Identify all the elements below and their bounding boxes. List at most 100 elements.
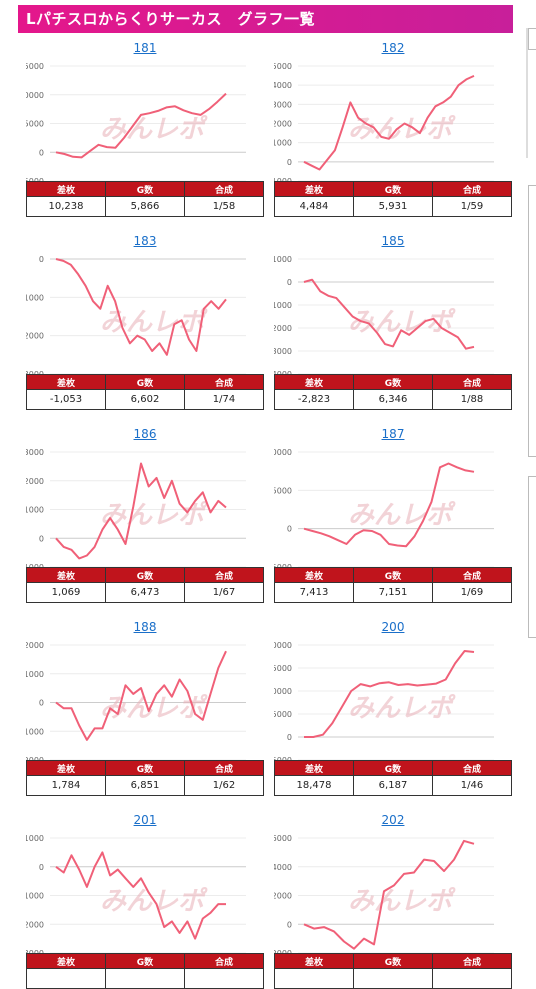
machine-number-link[interactable]: 185 [381,234,405,248]
series-line [303,74,475,171]
y-tick-label: 5000 [26,120,44,129]
machine-stats-table: 差枚 G数 合成 7,413 7,151 1/69 [274,567,512,603]
series-line [55,851,226,940]
table-header: 差枚 [274,567,354,583]
table-header: 合成 [432,567,512,583]
series-line [55,92,227,159]
table-header: 差枚 [274,760,354,776]
machine-number-link[interactable]: 201 [133,813,157,827]
watermark-logo: みんレポ [100,501,208,531]
y-tick-label: 1000 [26,506,44,515]
sidebar-box [528,185,536,457]
table-header: 差枚 [26,181,106,197]
table-row: 7,413 7,151 1/69 [274,582,512,603]
table-header-row: 差枚 G数 合成 [274,760,512,776]
table-row: -2,823 6,346 1/88 [274,389,512,410]
combined-prob-value: 1/74 [184,389,264,410]
game-count-value [353,968,433,989]
table-header-row: 差枚 G数 合成 [274,567,512,583]
series-line [303,462,475,548]
table-header: 合成 [184,374,264,390]
diff-coins-value: 18,478 [274,775,354,796]
table-header-row: 差枚 G数 合成 [274,374,512,390]
series-line [303,839,475,950]
machine-number-link[interactable]: 200 [381,620,405,634]
machine-stats-table: 差枚 G数 合成 [274,953,512,989]
y-tick-label: -1000 [26,727,44,736]
watermark-logo: みんレポ [348,887,456,917]
machine-graph: 150001000050000-5000みんレポ [26,62,246,186]
diff-coins-value: 1,069 [26,582,106,603]
game-count-value [105,968,185,989]
game-count-value: 5,866 [105,196,185,217]
series-line [55,258,227,356]
y-tick-label: 2000 [274,120,292,129]
game-count-value: 6,346 [353,389,433,410]
table-header: 差枚 [26,374,106,390]
y-tick-label: 0 [287,278,292,287]
y-tick-label: 1000 [26,670,44,679]
y-tick-label: 5000 [274,486,292,495]
table-header-row: 差枚 G数 合成 [26,567,264,583]
machine-number-link[interactable]: 187 [381,427,405,441]
combined-prob-value: 1/46 [432,775,512,796]
watermark-logo: みんレポ [100,115,208,145]
y-tick-label: 2000 [26,477,44,486]
table-row [26,968,264,989]
series-line [303,278,475,350]
y-tick-label: 0 [287,158,292,167]
table-row: 4,484 5,931 1/59 [274,196,512,217]
table-header-row: 差枚 G数 合成 [26,760,264,776]
table-header-row: 差枚 G数 合成 [274,953,512,969]
y-tick-label: 4000 [274,81,292,90]
combined-prob-value [432,968,512,989]
table-header: 差枚 [274,374,354,390]
game-count-value: 6,473 [105,582,185,603]
series-line [55,650,227,741]
y-tick-label: 0 [39,534,44,543]
table-header: G数 [105,374,185,390]
y-tick-label: 0 [287,733,292,742]
machine-number-link[interactable]: 188 [133,620,157,634]
table-header-row: 差枚 G数 合成 [26,374,264,390]
y-tick-label: -2000 [26,332,44,341]
combined-prob-value: 1/59 [432,196,512,217]
table-row: 1,069 6,473 1/67 [26,582,264,603]
diff-coins-value [274,968,354,989]
diff-coins-value: 4,484 [274,196,354,217]
y-tick-label: 1000 [274,139,292,148]
table-row: 18,478 6,187 1/46 [274,775,512,796]
sidebar-box [528,28,536,50]
y-tick-label: -2000 [274,324,292,333]
table-header: 合成 [432,181,512,197]
y-tick-label: -1000 [26,892,44,901]
table-header: G数 [353,953,433,969]
machine-number-link[interactable]: 186 [133,427,157,441]
combined-prob-value: 1/62 [184,775,264,796]
combined-prob-value: 1/69 [432,582,512,603]
combined-prob-value: 1/88 [432,389,512,410]
machine-number-link[interactable]: 182 [381,41,405,55]
diff-coins-value: 10,238 [26,196,106,217]
table-header: 差枚 [274,953,354,969]
y-tick-label: 3000 [26,448,44,457]
table-header: G数 [105,953,185,969]
machine-number-link[interactable]: 181 [133,41,157,55]
y-tick-label: 5000 [274,710,292,719]
machine-stats-table: 差枚 G数 合成 1,784 6,851 1/62 [26,760,264,796]
y-tick-label: 0 [39,148,44,157]
game-count-value: 6,602 [105,389,185,410]
y-tick-label: 4000 [274,863,292,872]
machine-number-link[interactable]: 183 [133,234,157,248]
table-header: 差枚 [26,953,106,969]
y-tick-label: 2000 [26,641,44,650]
machine-number-link[interactable]: 202 [381,813,405,827]
y-tick-label: 1000 [26,834,44,843]
